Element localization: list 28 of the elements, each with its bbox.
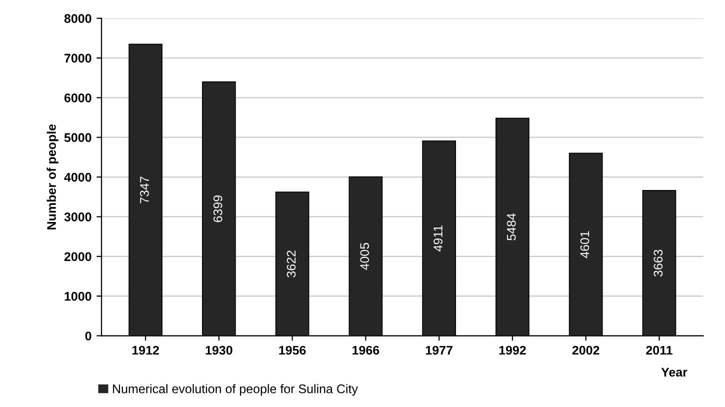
x-tick-label: 1966 [352, 346, 380, 355]
y-tick-label: 3000 [64, 212, 92, 222]
data-label: 4005 [360, 242, 370, 270]
x-tick-label: 2011 [646, 346, 672, 355]
y-tick-label: 7000 [64, 54, 92, 63]
x-tick-label: 1977 [426, 346, 452, 355]
y-tick-label: 2000 [64, 252, 92, 262]
data-label: 3622 [286, 250, 296, 278]
y-tick-label: 8000 [64, 14, 92, 23]
y-tick-label: 0 [85, 332, 92, 340]
y-axis-title: Number of people [46, 124, 58, 230]
data-label: 7347 [140, 176, 149, 204]
data-label: 3663 [654, 250, 663, 277]
x-axis-title: Year [661, 368, 688, 377]
y-tick-label: 6000 [64, 93, 92, 102]
x-tick-label: 2002 [572, 346, 600, 355]
y-tick-label: 5000 [64, 133, 92, 142]
data-label: 4911 [434, 226, 442, 252]
x-tick-label: 1992 [499, 346, 526, 355]
data-label: 4601 [580, 231, 590, 258]
y-tick-label: 1000 [64, 292, 92, 301]
x-tick-label: 1956 [279, 346, 306, 355]
y-tick-label: 4000 [64, 172, 92, 182]
x-tick-label: 1930 [206, 346, 232, 355]
legend-label: Numerical evolution of people for Sulina City [113, 384, 358, 396]
data-label: 6399 [213, 196, 222, 222]
x-tick-label: 1912 [132, 346, 159, 355]
data-label: 5484 [506, 213, 516, 240]
